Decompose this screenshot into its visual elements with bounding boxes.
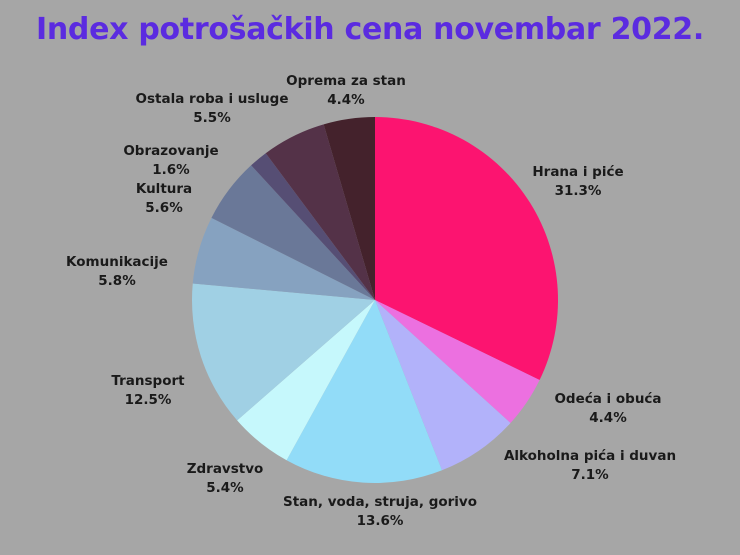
pie-slice xyxy=(211,165,375,300)
label-odeca: Odeća i obuća 4.4% xyxy=(554,391,662,426)
pie-slice xyxy=(323,117,375,300)
pie-slice xyxy=(375,300,540,423)
pie-slice xyxy=(375,300,511,471)
label-oprema: Oprema za stan 4.4% xyxy=(286,73,406,108)
pie-slice xyxy=(237,300,375,461)
label-hrana: Hrana i piće 31.3% xyxy=(532,164,624,199)
label-komunikacije: Komunikacije 5.8% xyxy=(66,254,168,289)
pie-slice xyxy=(375,117,558,381)
pie-slice xyxy=(251,153,375,300)
pie-slice xyxy=(192,283,375,421)
label-transport: Transport 12.5% xyxy=(111,373,185,408)
label-ostala: Ostala roba i usluge 5.5% xyxy=(135,91,289,126)
label-stan: Stan, voda, struja, gorivo 13.6% xyxy=(282,494,478,529)
label-zdravstvo: Zdravstvo 5.4% xyxy=(186,461,264,496)
pie-slice xyxy=(286,300,443,484)
label-kultura: Kultura 5.6% xyxy=(135,181,193,216)
label-alkoholna: Alkoholna pića i duvan 7.1% xyxy=(503,448,677,483)
pie-slice xyxy=(192,217,375,300)
chart-title: Index potrošačkih cena novembar 2022. xyxy=(36,12,704,47)
pie-slice xyxy=(265,124,375,300)
label-obrazovanje: Obrazovanje 1.6% xyxy=(123,143,219,178)
